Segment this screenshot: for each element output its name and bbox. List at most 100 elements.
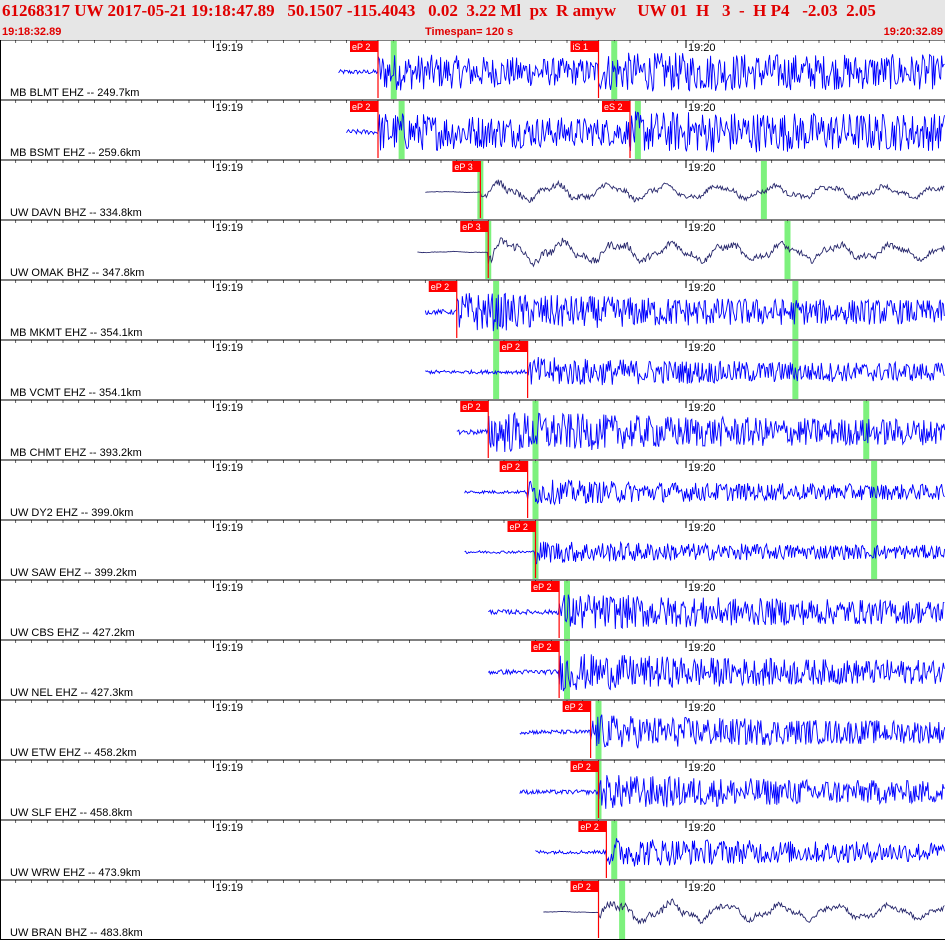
station-label: UW SAW EHZ -- 399.2km [10, 567, 137, 579]
trace-row: 19:19 19:20 eP 2 UW SAW EHZ -- 399.2km [0, 520, 945, 580]
trace-row: 19:19 19:20 eP 2 UW BRAN BHZ -- 483.8km [0, 880, 945, 940]
theoretical-arrival-marker [761, 161, 767, 219]
waveform [417, 238, 944, 266]
tick-label: 19:19 [215, 702, 243, 714]
end-time-label: 19:20:32.89 [884, 26, 943, 38]
tick-label: 19:20 [688, 282, 716, 294]
tick-label: 19:20 [688, 522, 716, 534]
waveform [425, 180, 944, 203]
pick-label: eP 2 [502, 342, 520, 352]
waveform [425, 293, 944, 331]
pick-label: eP 2 [533, 582, 551, 592]
tick-label: 19:20 [688, 882, 716, 894]
station-label: UW OMAK BHZ -- 347.8km [10, 267, 144, 279]
pick-label: eP 2 [573, 762, 591, 772]
tick-label: 19:19 [215, 222, 243, 234]
event-header: 61268317 UW 2017-05-21 19:18:47.89 50.15… [0, 0, 945, 40]
trace-row: 19:19 19:20 eP 3 UW OMAK BHZ -- 347.8km [0, 220, 945, 280]
tick-label: 19:19 [215, 282, 243, 294]
station-label: MB BSMT EHZ -- 259.6km [10, 147, 141, 159]
trace-row: 19:19 19:20 eP 2 UW CBS EHZ -- 427.2km [0, 580, 945, 640]
start-time-label: 19:18:32.89 [2, 26, 61, 38]
pick-label: eP 2 [502, 462, 520, 472]
trace-row: 19:19 19:20 eP 2 MB VCMT EHZ -- 354.1km [0, 340, 945, 400]
pick-label: eP 2 [352, 42, 370, 52]
tick-label: 19:19 [215, 342, 243, 354]
station-label: UW CBS EHZ -- 427.2km [10, 627, 135, 639]
trace-row: 19:19 19:20 eP 2 UW ETW EHZ -- 458.2km [0, 700, 945, 760]
trace-row: 19:19 19:20 eP 2 eS 2 MB BSMT EHZ -- 259.6km [0, 100, 945, 160]
tick-label: 19:19 [215, 402, 243, 414]
theoretical-arrival-marker [493, 341, 499, 399]
pick-label: eP 2 [462, 402, 480, 412]
waveform [520, 715, 945, 749]
tick-label: 19:19 [215, 162, 243, 174]
tick-label: 19:20 [688, 402, 716, 414]
trace-row: 19:19 19:20 eP 2 MB CHMT EHZ -- 393.2km [0, 400, 945, 460]
tick-label: 19:19 [215, 522, 243, 534]
tick-label: 19:20 [688, 102, 716, 114]
trace-row: 19:19 19:20 eP 2 UW DY2 EHZ -- 399.0km [0, 460, 945, 520]
trace-row: 19:19 19:20 eP 2 iS 1 MB BLMT EHZ -- 249.7km [0, 40, 945, 100]
pick-label: eP 2 [565, 702, 583, 712]
waveform [543, 899, 944, 923]
waveform [520, 775, 945, 809]
trace-row: 19:19 19:20 eP 2 MB MKMT EHZ -- 354.1km [0, 280, 945, 340]
tick-label: 19:19 [215, 462, 243, 474]
timespan-label: Timespan= 120 s [425, 26, 513, 38]
waveform [425, 357, 944, 385]
tick-label: 19:20 [688, 642, 716, 654]
theoretical-arrival-marker [635, 101, 641, 159]
tick-label: 19:20 [688, 822, 716, 834]
pick-label: eP 2 [431, 282, 449, 292]
pick-label: eP 2 [533, 642, 551, 652]
waveform [457, 413, 945, 452]
pick-label: eP 2 [573, 882, 591, 892]
trace-row: 19:19 19:20 eP 2 UW WRW EHZ -- 473.9km [0, 820, 945, 880]
tick-label: 19:19 [215, 102, 243, 114]
tick-label: 19:19 [215, 882, 243, 894]
tick-label: 19:20 [688, 762, 716, 774]
trace-row: 19:19 19:20 eP 2 UW NEL EHZ -- 427.3km [0, 640, 945, 700]
pick-label: iS 1 [573, 42, 589, 52]
tick-label: 19:19 [215, 42, 243, 54]
pick-label: eP 2 [352, 102, 370, 112]
pick-label: eP 2 [580, 822, 598, 832]
tick-label: 19:20 [688, 582, 716, 594]
trace-row: 19:19 19:20 eP 2 UW SLF EHZ -- 458.8km [0, 760, 945, 820]
waveform [339, 53, 945, 92]
station-label: UW SLF EHZ -- 458.8km [10, 807, 132, 819]
tick-label: 19:20 [688, 702, 716, 714]
tick-label: 19:19 [215, 582, 243, 594]
waveform [347, 111, 945, 152]
station-label: UW DAVN BHZ -- 334.8km [10, 207, 142, 219]
tick-label: 19:19 [215, 642, 243, 654]
tick-label: 19:19 [215, 762, 243, 774]
station-label: UW DY2 EHZ -- 399.0km [10, 507, 133, 519]
trace-row: 19:19 19:20 eP 3 UW DAVN BHZ -- 334.8km [0, 160, 945, 220]
tick-label: 19:20 [688, 162, 716, 174]
seismogram-panel: 19:19 19:20 eP 2 iS 1 MB BLMT EHZ -- 249.7km… [0, 40, 945, 940]
pick-label: eP 3 [454, 162, 472, 172]
station-label: UW WRW EHZ -- 473.9km [10, 867, 141, 879]
waveform [536, 838, 945, 866]
pick-label: eP 3 [462, 222, 480, 232]
station-label: UW BRAN BHZ -- 483.8km [10, 927, 143, 939]
tick-label: 19:19 [215, 822, 243, 834]
station-label: UW NEL EHZ -- 427.3km [10, 687, 133, 699]
pick-label: eS 2 [604, 102, 623, 112]
station-label: UW ETW EHZ -- 458.2km [10, 747, 137, 759]
station-label: MB MKMT EHZ -- 354.1km [10, 327, 142, 339]
event-title: 61268317 UW 2017-05-21 19:18:47.89 50.15… [2, 1, 876, 21]
waveform [488, 654, 944, 691]
station-label: MB BLMT EHZ -- 249.7km [10, 87, 139, 99]
station-label: MB VCMT EHZ -- 354.1km [10, 387, 141, 399]
pick-label: eP 2 [510, 522, 528, 532]
tick-label: 19:20 [688, 462, 716, 474]
tick-label: 19:20 [688, 42, 716, 54]
tick-label: 19:20 [688, 342, 716, 354]
tick-label: 19:20 [688, 222, 716, 234]
theoretical-arrival-marker [785, 221, 791, 279]
station-label: MB CHMT EHZ -- 393.2km [10, 447, 142, 459]
theoretical-arrival-marker [564, 641, 570, 699]
